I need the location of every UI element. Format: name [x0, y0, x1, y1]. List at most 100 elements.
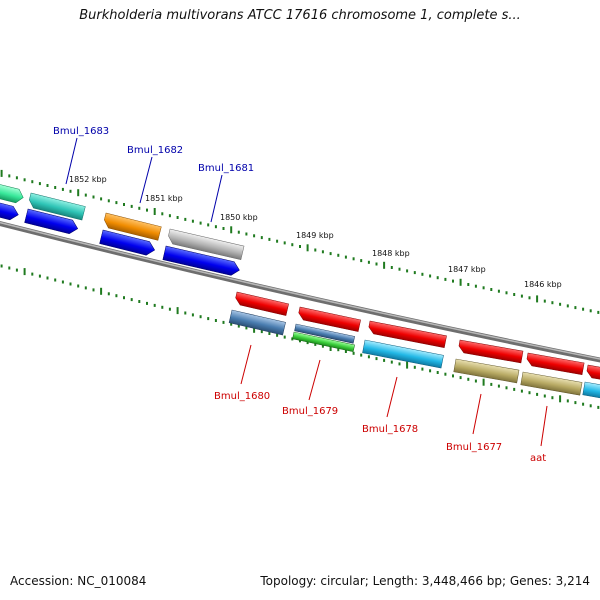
ruler-minor-tick	[31, 180, 34, 184]
ruler-minor-tick	[146, 301, 148, 305]
ruler-minor-tick	[299, 245, 301, 248]
ruler-minor-tick	[283, 335, 286, 339]
gene-arrow-unlabeled	[586, 364, 600, 383]
ruler-major-tick	[77, 189, 80, 197]
gene-arrow-unlabeled	[526, 352, 585, 376]
ruler-label: 1851 kbp	[145, 194, 183, 203]
ruler-minor-tick	[23, 178, 26, 182]
ruler-minor-tick	[222, 320, 225, 324]
ruler-minor-tick	[497, 384, 500, 388]
ruler-minor-tick	[77, 284, 80, 288]
ruler-minor-tick	[276, 333, 279, 337]
ruler-minor-tick	[543, 299, 546, 303]
ruler-minor-tick	[352, 257, 355, 261]
ruler-minor-tick	[337, 348, 340, 352]
ruler-major-tick	[306, 244, 309, 252]
gene-arrow-aat	[520, 371, 583, 396]
ruler-minor-tick	[245, 326, 248, 330]
ruler-minor-tick	[474, 284, 477, 288]
ruler-major-tick	[536, 295, 539, 303]
ruler-minor-tick	[398, 267, 401, 271]
gene-arrow-bmul-1678	[362, 339, 444, 369]
ruler-minor-tick	[597, 405, 600, 409]
ruler-minor-tick	[429, 369, 432, 373]
ruler-minor-tick	[367, 355, 370, 359]
ruler-minor-tick	[497, 289, 500, 293]
ruler-minor-tick	[176, 216, 179, 219]
label-leader-line	[65, 137, 78, 185]
ruler-minor-tick	[222, 227, 225, 230]
ruler-minor-tick	[398, 362, 401, 366]
ruler-minor-tick	[566, 304, 569, 308]
ruler-minor-tick	[413, 271, 416, 275]
ruler-minor-tick	[444, 277, 447, 281]
ruler-major-tick	[23, 268, 26, 276]
ruler-minor-tick	[383, 358, 386, 362]
ruler-minor-tick	[528, 391, 531, 395]
ruler-minor-tick	[436, 276, 439, 280]
ruler-minor-tick	[92, 288, 95, 292]
gene-label-bmul-1679: Bmul_1679	[282, 406, 338, 417]
ruler-minor-tick	[329, 252, 332, 256]
ruler-minor-tick	[138, 206, 141, 210]
ruler-minor-tick	[375, 357, 378, 361]
ruler-minor-tick	[574, 401, 577, 405]
gene-label-bmul-1682: Bmul_1682	[127, 145, 183, 156]
ruler-major-tick	[230, 226, 233, 234]
gene-label-bmul-1680: Bmul_1680	[214, 391, 270, 402]
ruler-minor-tick	[245, 232, 248, 236]
ruler-minor-tick	[15, 268, 18, 272]
ruler-minor-tick	[360, 353, 363, 357]
ruler-minor-tick	[589, 404, 592, 408]
ruler-minor-tick	[69, 189, 72, 193]
ruler-minor-tick	[115, 294, 118, 298]
ruler-minor-tick	[61, 187, 64, 191]
gene-arrow-unlabeled	[582, 381, 600, 400]
ruler-minor-tick	[191, 313, 194, 317]
ruler-minor-tick	[505, 291, 508, 295]
genome-backbone	[0, 220, 600, 363]
ruler-minor-tick	[184, 217, 187, 221]
ruler-minor-tick	[268, 332, 271, 335]
ruler-minor-tick	[84, 193, 87, 197]
gene-arrow-unlabeled	[235, 291, 289, 316]
ruler-minor-tick	[559, 302, 562, 306]
ruler-major-tick	[459, 278, 462, 286]
ruler-minor-tick	[299, 339, 301, 343]
ruler-minor-tick	[306, 341, 309, 345]
ruler-minor-tick	[375, 262, 378, 266]
ruler-major-tick	[383, 261, 386, 269]
ruler-minor-tick	[123, 203, 125, 206]
gene-arrow-unlabeled	[0, 181, 24, 204]
ruler-major-tick	[253, 325, 256, 333]
ruler-minor-tick	[436, 371, 439, 374]
ruler-minor-tick	[520, 389, 523, 393]
ruler-major-tick	[482, 378, 485, 386]
ruler-minor-tick	[344, 255, 347, 259]
ruler-minor-tick	[130, 204, 133, 208]
ruler-minor-tick	[146, 208, 148, 212]
ruler-minor-tick	[260, 330, 263, 334]
ruler-major-tick	[153, 208, 156, 215]
ruler-minor-tick	[199, 221, 202, 225]
ruler-minor-tick	[8, 174, 11, 178]
ruler-minor-tick	[237, 324, 240, 328]
ruler-minor-tick	[314, 342, 317, 346]
ruler-minor-tick	[413, 365, 416, 369]
ruler-label: 1847 kbp	[448, 265, 486, 274]
ruler-minor-tick	[551, 396, 554, 400]
ruler-minor-tick	[214, 225, 217, 229]
ruler-minor-tick	[589, 309, 592, 313]
ruler-minor-tick	[467, 377, 470, 381]
ruler-minor-tick	[153, 303, 156, 307]
ruler-minor-tick	[421, 272, 424, 276]
ruler-minor-tick	[574, 306, 577, 310]
ruler-minor-tick	[421, 367, 424, 371]
ruler-minor-tick	[482, 286, 485, 290]
gene-arrow-unlabeled	[0, 199, 19, 221]
ruler-minor-tick	[582, 402, 585, 406]
ruler-minor-tick	[543, 394, 546, 398]
ruler-minor-tick	[0, 264, 3, 268]
ruler-major-tick	[406, 361, 409, 369]
